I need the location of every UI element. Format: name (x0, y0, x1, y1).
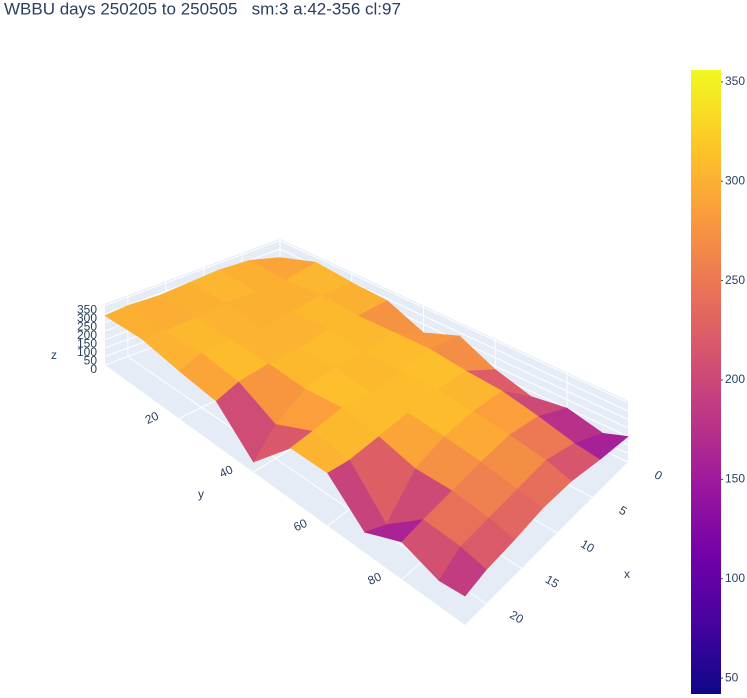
y-tick-label: 60 (291, 516, 309, 534)
y-tick-label: 80 (366, 569, 384, 587)
chart-title: WBBU days 250205 to 250505 sm:3 a:42-356… (4, 0, 401, 18)
colorbar-tick-label: 50 (725, 670, 739, 684)
z-tick-label: 350 (77, 303, 97, 317)
z-tick-label: 0 (90, 362, 97, 376)
x-axis-title: x (624, 567, 630, 581)
surface-cell (438, 546, 487, 597)
x-tick-label: 10 (578, 537, 597, 556)
colorbar-tick-label: 250 (725, 273, 745, 287)
z-tick-label: 200 (77, 328, 97, 342)
colorbar (691, 70, 721, 694)
colorbar-tick-label: 100 (725, 571, 745, 585)
colorbar-tick-label: 150 (725, 472, 745, 486)
x-tick-label: 0 (652, 468, 665, 484)
grid-line (279, 240, 629, 403)
y-tick-label: 40 (217, 462, 235, 480)
y-axis-title: y (198, 487, 204, 501)
z-axis-title: z (51, 348, 57, 362)
x-tick-label: 5 (617, 503, 630, 519)
y-tick-label: 20 (143, 409, 161, 427)
z-tick-label: 150 (77, 337, 97, 351)
z-tick-label: 300 (77, 311, 97, 325)
z-tick-label: 250 (77, 320, 97, 334)
x-tick-label: 15 (543, 572, 562, 591)
grid-line (104, 240, 281, 306)
colorbar-tick-label: 200 (725, 372, 745, 386)
colorbar-tick-label: 300 (725, 173, 745, 187)
z-tick-label: 50 (84, 354, 98, 368)
x-tick-label: 20 (507, 608, 526, 627)
z-tick-label: 100 (77, 345, 97, 359)
colorbar-tick-label: 350 (725, 74, 745, 88)
